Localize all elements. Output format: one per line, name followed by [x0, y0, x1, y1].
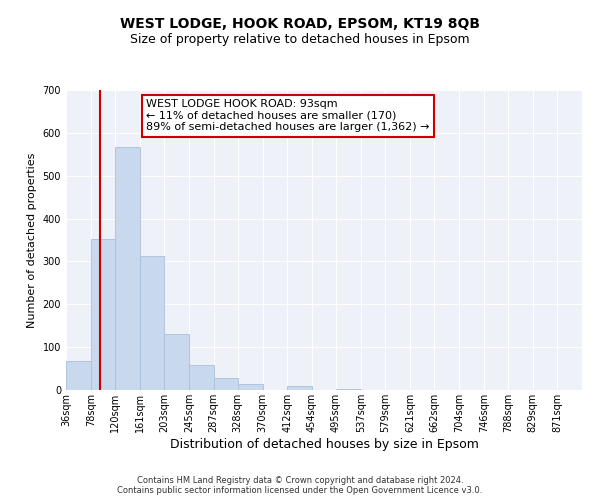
- Bar: [336, 388, 361, 390]
- Y-axis label: Number of detached properties: Number of detached properties: [27, 152, 37, 328]
- Bar: [214, 378, 238, 390]
- Bar: [115, 147, 140, 390]
- Bar: [164, 334, 189, 390]
- Text: WEST LODGE, HOOK ROAD, EPSOM, KT19 8QB: WEST LODGE, HOOK ROAD, EPSOM, KT19 8QB: [120, 18, 480, 32]
- Text: Contains HM Land Registry data © Crown copyright and database right 2024.
Contai: Contains HM Land Registry data © Crown c…: [118, 476, 482, 495]
- X-axis label: Distribution of detached houses by size in Epsom: Distribution of detached houses by size …: [170, 438, 478, 450]
- Bar: [140, 256, 164, 390]
- Bar: [91, 239, 115, 390]
- Bar: [238, 384, 263, 390]
- Bar: [287, 386, 312, 390]
- Bar: [189, 365, 214, 390]
- Bar: [66, 361, 91, 390]
- Text: WEST LODGE HOOK ROAD: 93sqm
← 11% of detached houses are smaller (170)
89% of se: WEST LODGE HOOK ROAD: 93sqm ← 11% of det…: [146, 99, 430, 132]
- Text: Size of property relative to detached houses in Epsom: Size of property relative to detached ho…: [130, 32, 470, 46]
